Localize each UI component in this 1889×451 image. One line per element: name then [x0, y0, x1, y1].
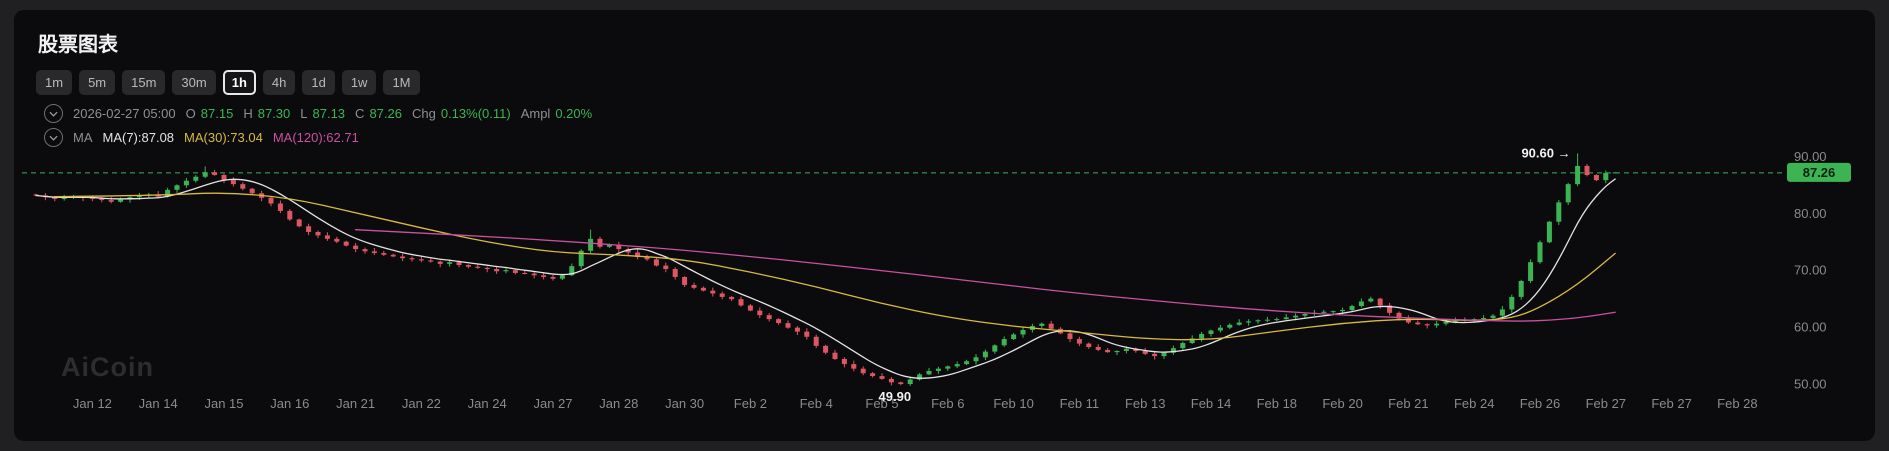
timeframe-button-5m[interactable]: 5m: [79, 70, 116, 95]
amplitude-value: 0.20%: [555, 106, 593, 121]
ohlc-high-value: 87.30: [257, 106, 291, 121]
timeframe-button-1d[interactable]: 1d: [302, 70, 335, 95]
amplitude-stat: Ampl 0.20%: [521, 106, 593, 121]
ohlc-high-label: H: [243, 106, 253, 121]
ohlc-low: L 87.13: [300, 106, 345, 121]
ohlc-open-label: O: [185, 106, 196, 121]
ohlc-low-label: L: [300, 106, 308, 121]
timeframe-button-15m[interactable]: 15m: [122, 70, 166, 95]
collapse-ohlc-icon[interactable]: [44, 104, 63, 123]
candle-datetime: 2026-02-27 05:00: [73, 106, 176, 121]
chart-canvas[interactable]: [14, 142, 1875, 440]
ohlc-close-value: 87.26: [369, 106, 402, 121]
timeframe-button-1m[interactable]: 1m: [36, 70, 73, 95]
ma-legend: MA MA(7):87.08 MA(30):73.04 MA(120):62.7…: [44, 128, 359, 147]
stock-chart-card: 股票图表 1m 5m 15m 30m 1h 4h 1d 1w 1M 2026-02-27 05:…: [14, 10, 1875, 441]
timeframe-button-1w[interactable]: 1w: [341, 70, 377, 95]
timeframe-button-4h[interactable]: 4h: [262, 70, 296, 95]
ma7-value: MA(7):87.08: [102, 130, 175, 145]
change-value: 0.13%(0.11): [440, 106, 511, 121]
ohlc-low-value: 87.13: [312, 106, 346, 121]
ohlc-open-value: 87.15: [200, 106, 234, 121]
timeframe-button-30m[interactable]: 30m: [172, 70, 216, 95]
amplitude-label: Ampl: [520, 106, 551, 121]
chevron-down-icon: [49, 111, 58, 117]
ohlc-close: C 87.26: [355, 106, 402, 121]
timeframe-button-1M[interactable]: 1M: [383, 70, 420, 95]
chevron-down-icon: [49, 135, 58, 141]
ohlc-high: H 87.30: [243, 106, 290, 121]
candlestick-chart[interactable]: AiCoin: [14, 142, 1875, 440]
ohlc-close-label: C: [355, 106, 365, 121]
timeframe-button-1h[interactable]: 1h: [222, 70, 256, 95]
ohlc-open: O 87.15: [186, 106, 234, 121]
ma120-value: MA(120):62.71: [272, 130, 359, 145]
page-title: 股票图表: [38, 34, 118, 56]
timeframe-selector: 1m 5m 15m 30m 1h 4h 1d 1w 1M: [36, 70, 420, 95]
ma30-value: MA(30):73.04: [184, 130, 263, 145]
change-stat: Chg 0.13%(0.11): [412, 106, 511, 121]
change-label: Chg: [411, 106, 436, 121]
ma-group-label: MA: [73, 130, 93, 145]
